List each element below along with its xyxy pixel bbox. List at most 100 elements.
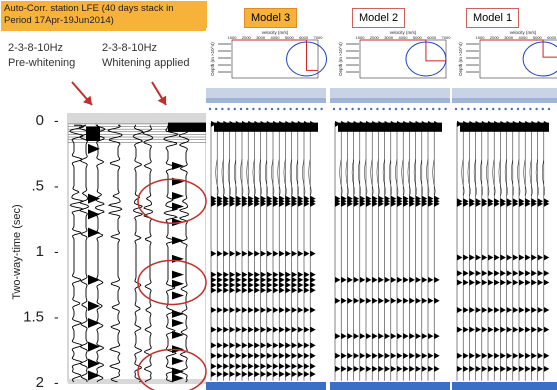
model-trace-marker [382, 107, 385, 111]
model-reflection-mark [384, 333, 391, 340]
model-trace-marker [461, 107, 464, 111]
whitened-event-mark [172, 236, 184, 245]
model-wiggle-loop [364, 159, 368, 197]
model-reflection-mark [543, 326, 550, 333]
model-reflection-mark [475, 352, 482, 359]
model-reflection-mark [525, 352, 531, 359]
model-reflection-mark [223, 342, 229, 349]
model-reflection-mark [279, 276, 285, 283]
model-reflection-mark [273, 271, 279, 278]
model-reflection-mark [211, 326, 217, 333]
model-reflection-mark [248, 271, 254, 278]
model-reflection-mark [463, 120, 469, 127]
model-reflection-mark [347, 365, 353, 372]
model-reflection-mark [469, 254, 475, 261]
model-trace-marker [473, 107, 476, 111]
model-reflection-mark [537, 326, 544, 333]
model-reflection-mark [359, 276, 366, 283]
model-reflection-mark [297, 287, 304, 294]
model-reflection-mark [304, 271, 310, 278]
model-reflection-mark [475, 365, 482, 372]
model-reflection-mark [543, 254, 550, 261]
model-trace-marker [376, 107, 379, 111]
model-wiggle-loop [277, 159, 281, 197]
model-reflection-mark [242, 371, 248, 378]
model-reflection-mark [310, 120, 316, 127]
model-wiggle-loop [467, 159, 471, 197]
model-reflection-mark [248, 276, 254, 283]
model-reflection-mark [279, 326, 285, 333]
model-reflection-mark [211, 287, 217, 294]
model-reflection-mark [372, 333, 378, 340]
whitened-arrow-head [157, 95, 167, 105]
model-reflection-mark [248, 363, 254, 370]
inset-xtick: 3000 [256, 35, 266, 40]
model-reflection-mark [310, 271, 316, 278]
model-reflection-mark [531, 326, 537, 333]
whitened-block [168, 122, 206, 132]
model-reflection-mark [512, 200, 519, 207]
model-panel-bg [330, 88, 450, 384]
model-reflection-mark [494, 279, 500, 286]
model-reflection-mark [304, 342, 310, 349]
model-wiggle-loop [345, 159, 349, 197]
model-trace-marker [246, 107, 249, 111]
model-reflection-mark [266, 200, 273, 207]
model-reflection-mark [500, 326, 506, 333]
model-wiggle-loop [240, 159, 244, 197]
model-trace-marker [332, 107, 336, 111]
inset-xtick: 3000 [504, 35, 514, 40]
model-reflection-mark [384, 120, 391, 127]
model-reflection-mark [223, 250, 229, 257]
prewhite-event-mark [88, 341, 100, 352]
model-reflection-mark [457, 352, 463, 359]
model-reflection-mark [421, 120, 428, 127]
model-reflection-mark [519, 270, 525, 277]
model-reflection-mark [378, 297, 384, 304]
model-reflection-mark [260, 287, 267, 294]
model-reflection-mark [512, 270, 519, 277]
model-reflection-mark [297, 363, 304, 370]
model-reflection-mark [291, 120, 298, 127]
prewhite-event-mark [88, 193, 100, 204]
model-reflection-mark [211, 342, 217, 349]
model-reflection-mark [248, 352, 254, 359]
model-reflection-mark [494, 254, 500, 261]
model-reflection-mark [469, 279, 475, 286]
model-reflection-mark [428, 352, 434, 359]
model-reflection-mark [235, 282, 242, 289]
model-reflection-mark [537, 365, 544, 372]
model-wiggle-loop [376, 159, 380, 197]
model-wiggle-loop [258, 159, 262, 197]
model-reflection-mark [211, 282, 217, 289]
model-reflection-mark [353, 352, 360, 359]
model-trace-marker [413, 107, 416, 111]
model-reflection-mark [519, 306, 525, 313]
model-reflection-mark [217, 371, 223, 378]
model-reflection-mark [378, 200, 384, 207]
model-reflection-mark [428, 365, 434, 372]
model-trace-marker [516, 107, 520, 111]
model-wiggle-loop [382, 159, 386, 197]
model-reflection-mark [359, 365, 366, 372]
model-reflection-mark [500, 254, 506, 261]
model-reflection-mark [488, 352, 494, 359]
model-reflection-mark [310, 342, 316, 349]
model-reflection-mark [519, 279, 525, 286]
model-reflection-mark [248, 326, 254, 333]
model-trace-marker [425, 107, 429, 111]
model-reflection-mark [525, 270, 531, 277]
model-reflection-mark [403, 276, 409, 283]
model-trace-marker [239, 107, 243, 111]
model-reflection-mark [457, 326, 463, 333]
model-reflection-mark [297, 342, 304, 349]
model-reflection-mark [469, 365, 475, 372]
model-reflection-mark [421, 352, 428, 359]
model-reflection-mark [372, 120, 378, 127]
model-reflection-mark [297, 371, 304, 378]
inset-xtick: 2000 [490, 35, 500, 40]
model-reflection-mark [304, 371, 310, 378]
model-reflection-mark [260, 120, 267, 127]
model-reflection-mark [304, 306, 310, 313]
model-reflection-mark [494, 270, 500, 277]
